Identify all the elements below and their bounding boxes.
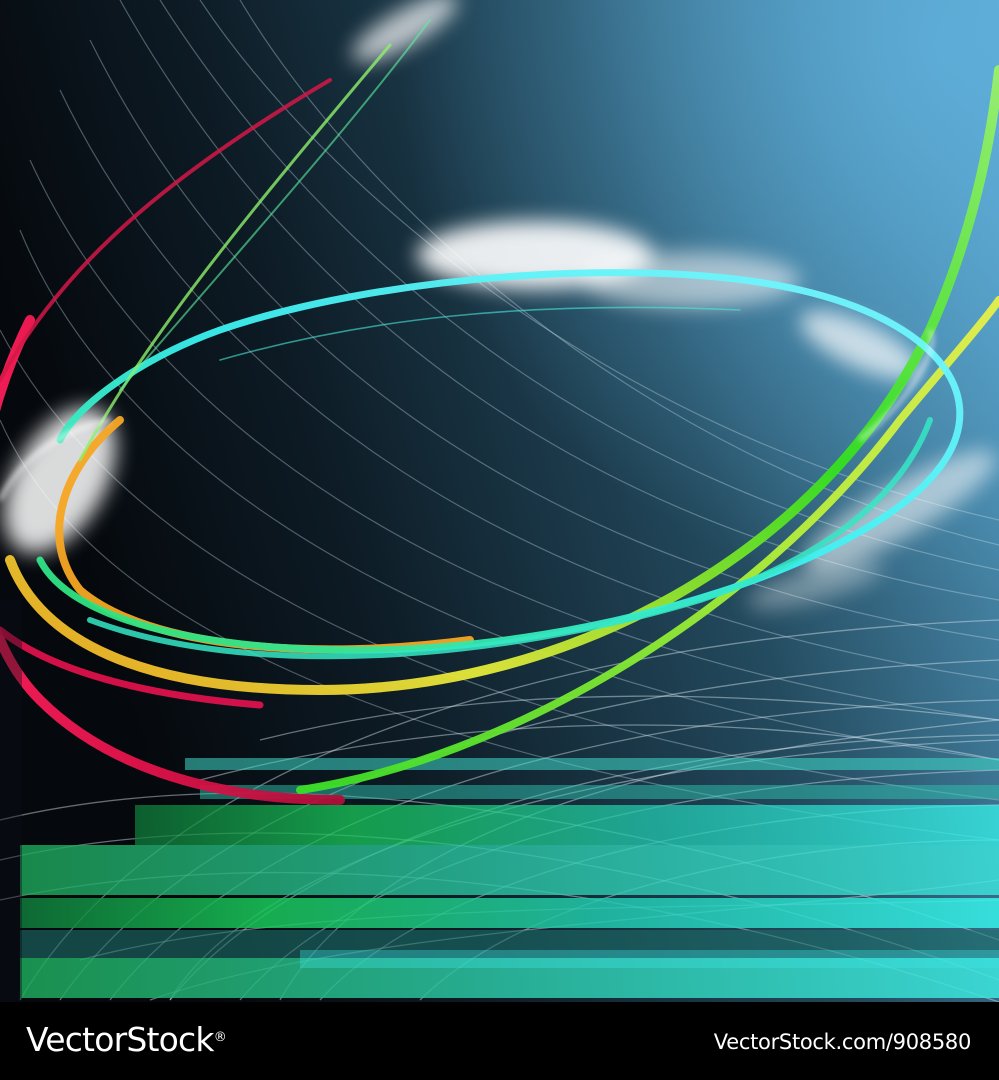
abstract-background-artwork [0, 0, 999, 1002]
brand-name: VectorStock [26, 1020, 214, 1059]
image-id-text: VectorStock.com/908580 [713, 1030, 972, 1054]
left-edge-shadow [0, 600, 22, 1002]
watermark-footer-bar: VectorStock® VectorStock.com/908580 [0, 1002, 999, 1080]
registered-mark: ® [213, 1030, 227, 1045]
horizontal-light-bands [20, 758, 999, 998]
ribbon-highlights [0, 329, 934, 502]
vectorstock-logo: VectorStock® [26, 1020, 227, 1060]
color-ribbons [0, 19, 999, 805]
